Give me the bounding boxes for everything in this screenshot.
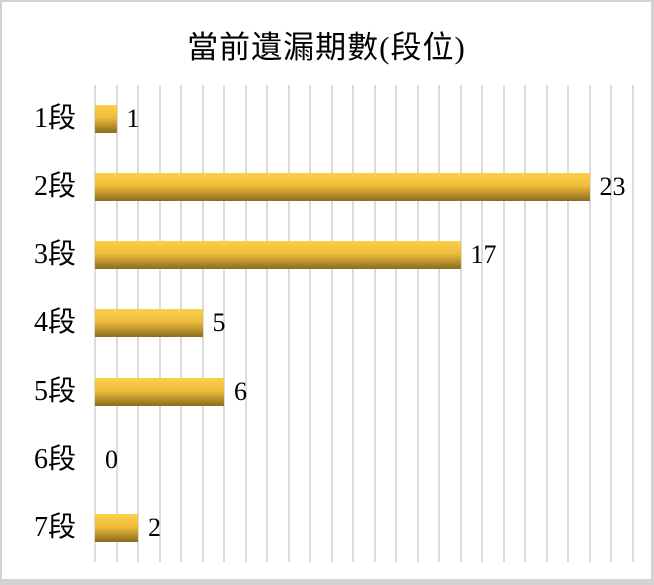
category-label: 2段 — [33, 171, 76, 203]
bar-zone: 2 — [95, 512, 651, 542]
gridline — [481, 85, 483, 562]
category-label: 1段 — [33, 103, 76, 135]
bar — [95, 173, 590, 202]
bar-zone: 17 — [95, 240, 651, 270]
category-label: 6段 — [33, 443, 76, 475]
bar-row: 4段 5 — [2, 289, 651, 357]
category-label: 4段 — [33, 307, 76, 339]
bar-row: 7段 2 — [2, 494, 651, 562]
value-label: 2 — [148, 512, 161, 542]
gridline — [545, 85, 548, 562]
value-label: 0 — [105, 444, 118, 474]
gridline — [201, 85, 204, 562]
value-label: 5 — [212, 308, 226, 338]
bar — [95, 105, 117, 134]
gridline — [567, 85, 569, 562]
category-label: 3段 — [33, 239, 76, 271]
bar-row: 5段 6 — [2, 358, 651, 426]
gridline — [395, 85, 397, 562]
chart-title: 當前遺漏期數(段位) — [187, 30, 466, 65]
value-label: 23 — [599, 172, 626, 202]
bar-row: 2段 23 — [2, 153, 651, 221]
gridline — [524, 85, 526, 562]
bar-row: 3段 17 — [2, 221, 651, 289]
gridline — [588, 85, 591, 562]
gridline — [373, 85, 376, 562]
bar-zone: 1 — [95, 104, 651, 134]
gridline — [610, 85, 612, 562]
gridline — [223, 85, 225, 562]
bar-zone: 6 — [95, 376, 651, 406]
category-label: 5段 — [33, 375, 76, 407]
plot-area: 1段 1 2段 23 3段 17 4段 5 — [2, 85, 651, 562]
bar — [95, 513, 138, 542]
gridline — [244, 85, 247, 562]
bar-row: 6段 0 — [2, 426, 651, 494]
gridline — [416, 85, 419, 562]
gridline — [438, 85, 440, 562]
category-label: 7段 — [33, 511, 76, 543]
bar — [95, 241, 461, 270]
gridline — [459, 85, 462, 562]
bar-row: 1段 1 — [2, 85, 651, 153]
gridline — [352, 85, 354, 562]
bar — [95, 377, 224, 406]
gridline — [330, 85, 333, 562]
gridline — [631, 85, 634, 562]
bar-zone: 5 — [95, 308, 651, 338]
gridline — [309, 85, 311, 562]
bar-zone: 23 — [95, 172, 651, 202]
gridline — [287, 85, 290, 562]
value-label: 6 — [234, 376, 247, 406]
gridline — [502, 85, 505, 562]
bar-zone: 0 — [95, 444, 651, 474]
gridline — [266, 85, 268, 562]
value-label: 1 — [126, 104, 140, 134]
bar — [95, 309, 203, 338]
value-label: 17 — [470, 240, 497, 270]
